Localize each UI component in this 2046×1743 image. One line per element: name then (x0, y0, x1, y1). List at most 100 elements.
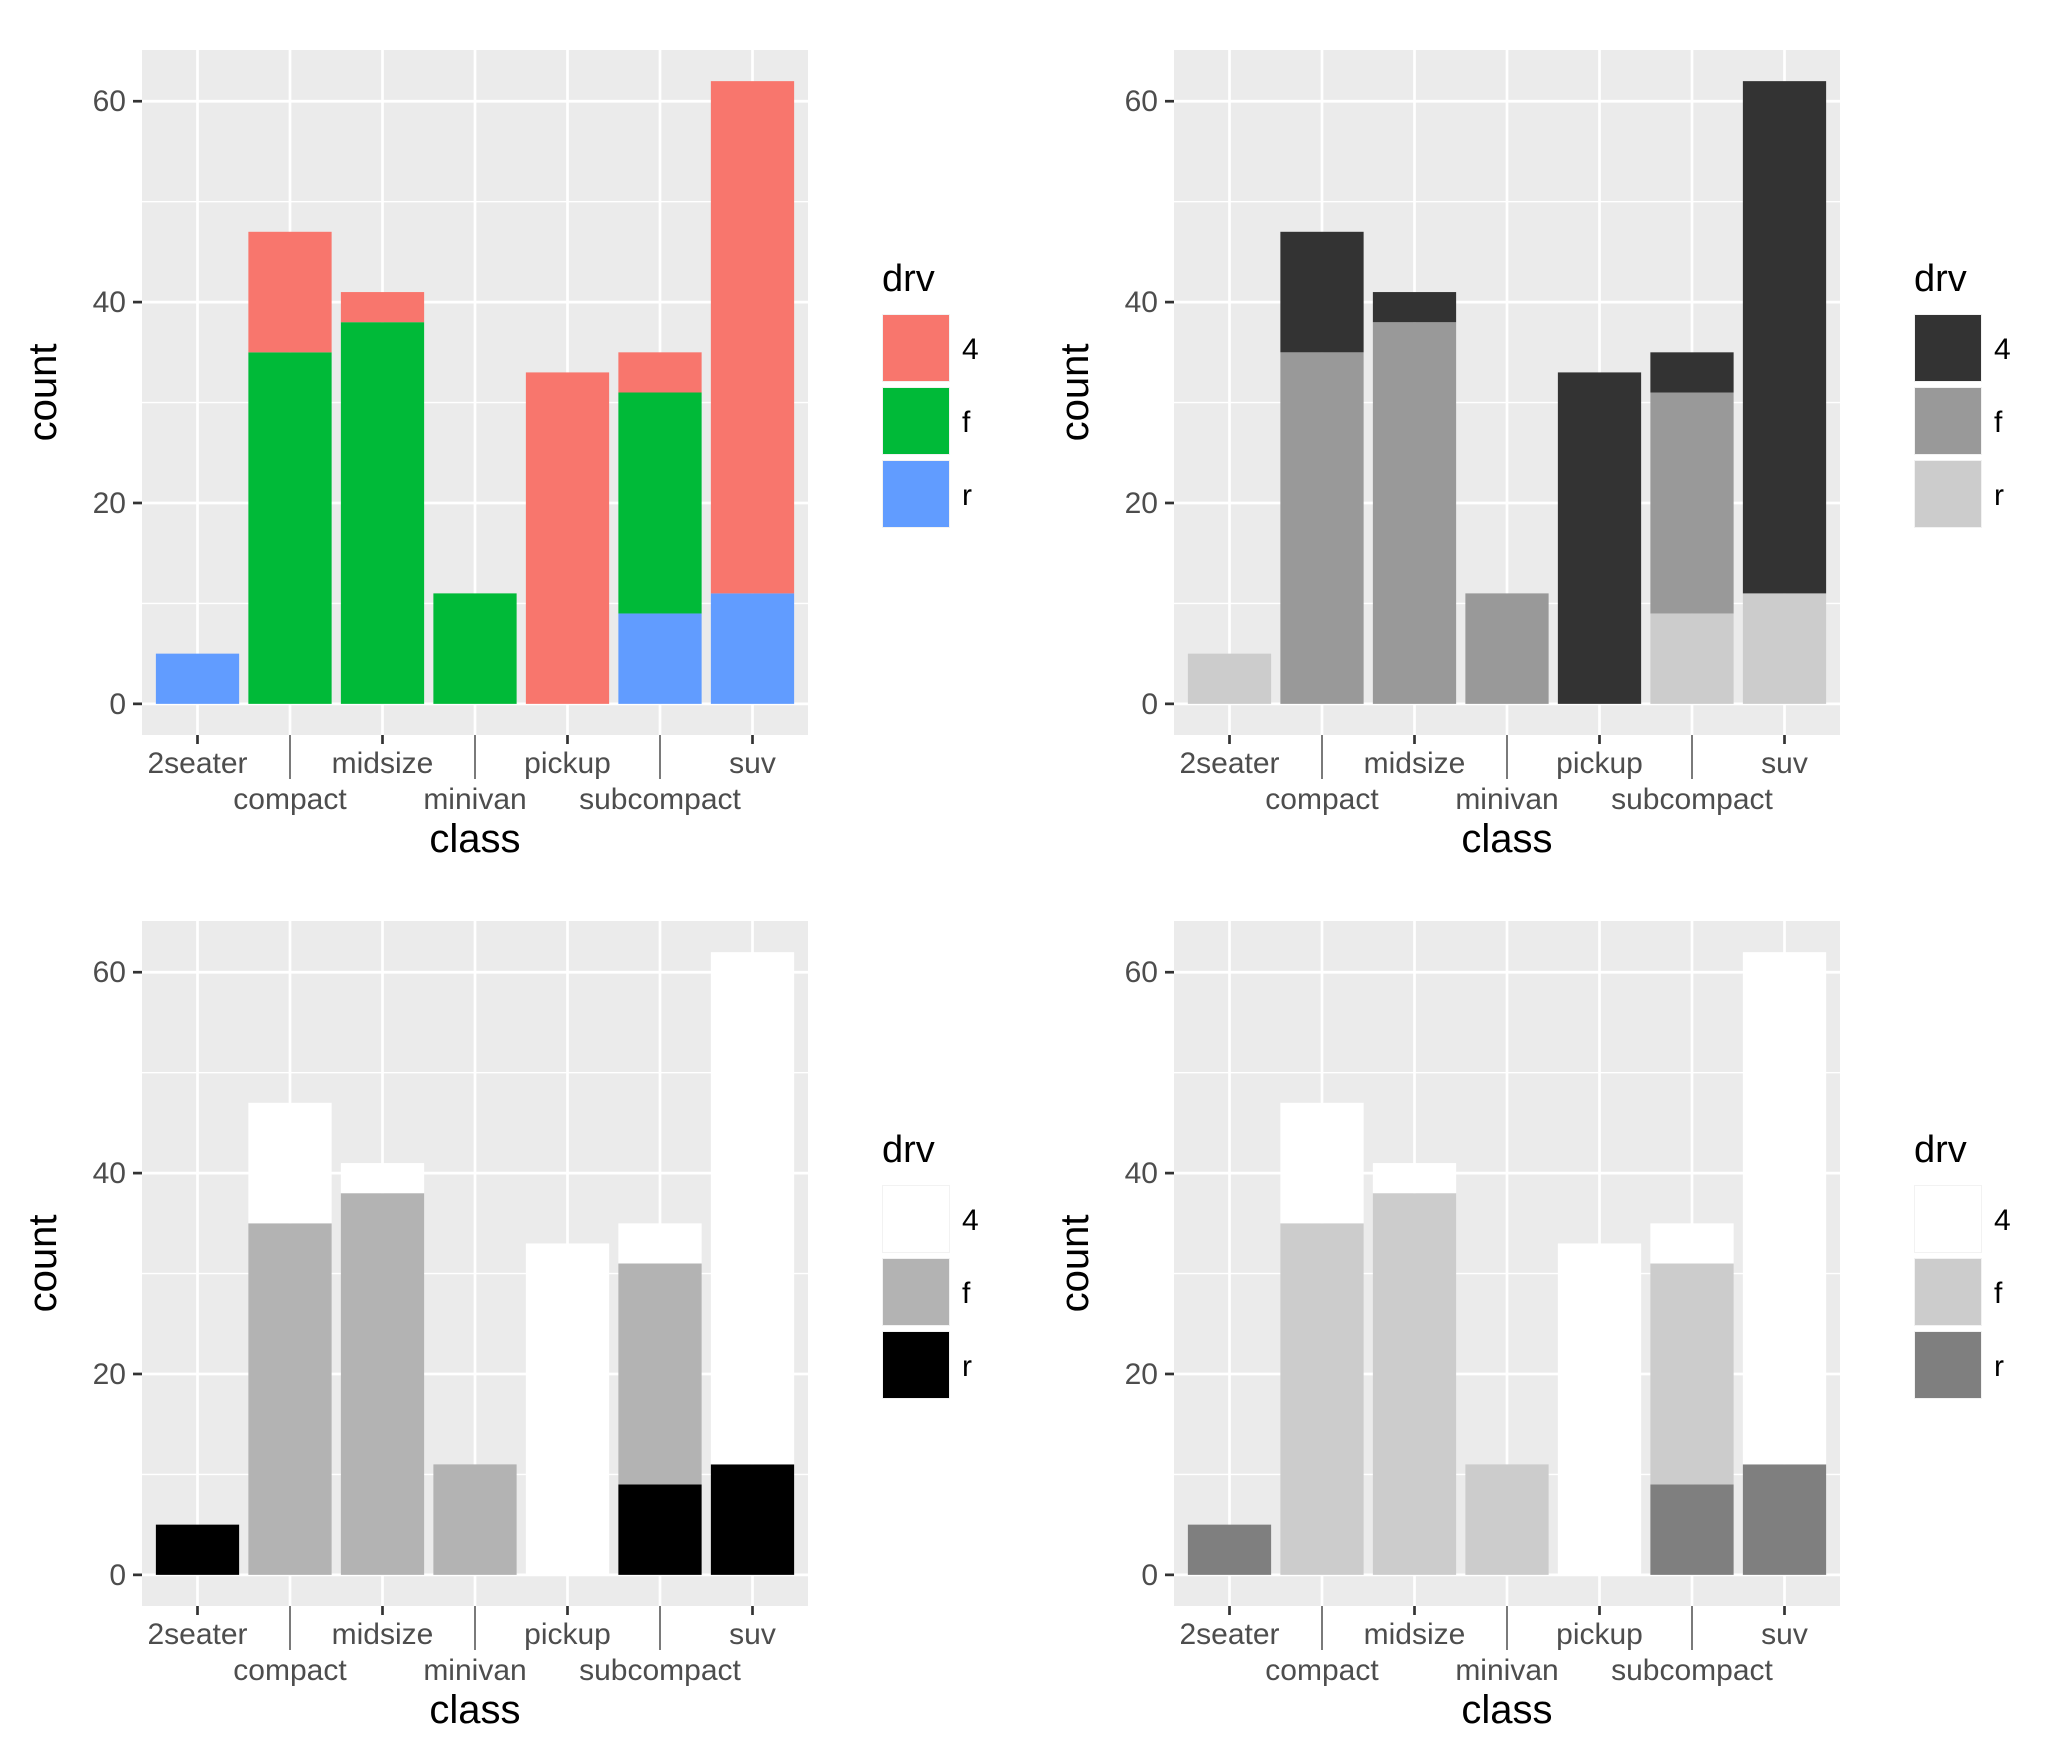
y-axis-title: count (1053, 1215, 1097, 1313)
legend-title: drv (1914, 258, 1967, 300)
y-tick-label: 40 (93, 1157, 126, 1190)
bar-suv-r (1742, 593, 1827, 704)
legend-title: drv (1914, 1129, 1967, 1171)
bar-compact-f (1280, 352, 1364, 704)
x-tick-label: suv (729, 1618, 776, 1651)
y-tick-label: 20 (1125, 1358, 1158, 1391)
bar-suv-r (1742, 1464, 1827, 1575)
bar-minivan-f (433, 593, 517, 704)
bar-midsize-f (1372, 322, 1457, 704)
legend-key-f (1915, 388, 1981, 454)
chart-panel: 0 20 40 60 2seatercompactmidsizeminivanpicku… (1053, 921, 2011, 1732)
bar-compact-f (248, 352, 332, 704)
x-tick-label: pickup (1556, 747, 1643, 780)
y-tick-label: 60 (1125, 85, 1158, 118)
bar-2seater-r (155, 653, 240, 704)
y-tick-label: 20 (93, 487, 126, 520)
x-axis-title: class (1461, 1688, 1552, 1732)
legend-label: 4 (1994, 333, 2011, 366)
y-tick-label: 60 (93, 956, 126, 989)
bar-midsize-f (340, 322, 425, 704)
bar-compact-4 (1280, 231, 1364, 353)
x-tick-label: suv (729, 747, 776, 780)
bar-midsize-f (1372, 1193, 1457, 1575)
bar-suv-r (710, 593, 795, 704)
legend-key-f (883, 388, 949, 454)
legend-key-4 (883, 315, 949, 381)
bar-subcompact-4 (618, 352, 702, 393)
bar-subcompact-r (1650, 1484, 1734, 1575)
bar-subcompact-f (1650, 1263, 1734, 1485)
y-tick-label: 0 (109, 1559, 126, 1592)
bar-suv-4 (710, 952, 795, 1465)
x-tick-label: pickup (524, 1618, 611, 1651)
x-axis-title: class (429, 817, 520, 861)
legend-title: drv (882, 1129, 935, 1171)
x-tick-label: compact (1265, 1654, 1379, 1687)
legend-key-f (883, 1259, 949, 1325)
bar-2seater-r (155, 1524, 240, 1575)
x-tick-label: subcompact (1611, 1654, 1773, 1687)
x-tick-label: minivan (423, 1654, 526, 1687)
y-axis-title: count (1053, 344, 1097, 442)
chart-panel: 0 20 40 60 2seatercompactmidsizeminivanpicku… (21, 50, 979, 861)
bar-midsize-4 (340, 1163, 425, 1194)
y-tick-label: 20 (93, 1358, 126, 1391)
bar-subcompact-r (618, 1484, 702, 1575)
legend-title: drv (882, 258, 935, 300)
x-axis-title: class (429, 1688, 520, 1732)
y-tick-label: 0 (1141, 1559, 1158, 1592)
chart-panel: 0 20 40 60 2seatercompactmidsizeminivanpicku… (21, 921, 979, 1732)
y-tick-label: 0 (109, 688, 126, 721)
bar-subcompact-r (618, 613, 702, 704)
x-tick-label: subcompact (579, 783, 741, 816)
x-tick-label: midsize (332, 747, 434, 780)
bar-suv-r (710, 1464, 795, 1575)
legend-label: f (1994, 406, 2003, 439)
bar-compact-4 (248, 1102, 332, 1224)
bar-subcompact-r (1650, 613, 1734, 704)
x-tick-label: pickup (1556, 1618, 1643, 1651)
x-tick-label: subcompact (1611, 783, 1773, 816)
legend-label: f (962, 406, 971, 439)
legend-key-4 (1915, 315, 1981, 381)
x-tick-label: subcompact (579, 1654, 741, 1687)
x-tick-label: midsize (1364, 747, 1466, 780)
bar-midsize-f (340, 1193, 425, 1575)
bar-suv-4 (710, 81, 795, 594)
y-tick-label: 0 (1141, 688, 1158, 721)
y-tick-label: 40 (1125, 286, 1158, 319)
bar-midsize-4 (1372, 292, 1457, 323)
legend-label: r (962, 1350, 972, 1383)
bar-compact-f (248, 1223, 332, 1575)
legend-key-r (1915, 461, 1981, 527)
bar-suv-4 (1742, 81, 1827, 594)
bar-minivan-f (1465, 1464, 1549, 1575)
legend-label: f (1994, 1277, 2003, 1310)
y-axis-title: count (21, 1215, 65, 1313)
x-tick-label: midsize (1364, 1618, 1466, 1651)
bar-pickup-4 (1557, 1243, 1642, 1575)
legend-label: r (1994, 1350, 2004, 1383)
x-tick-label: suv (1761, 1618, 1808, 1651)
legend-label: r (962, 479, 972, 512)
x-tick-label: 2seater (1179, 747, 1279, 780)
x-tick-label: minivan (1455, 1654, 1558, 1687)
bar-pickup-4 (1557, 372, 1642, 704)
bar-midsize-4 (1372, 1163, 1457, 1194)
bar-compact-4 (1280, 1102, 1364, 1224)
legend-key-f (1915, 1259, 1981, 1325)
x-tick-label: compact (233, 1654, 347, 1687)
y-tick-label: 20 (1125, 487, 1158, 520)
bar-minivan-f (1465, 593, 1549, 704)
x-tick-label: compact (233, 783, 347, 816)
x-tick-label: 2seater (147, 1618, 247, 1651)
x-axis-title: class (1461, 817, 1552, 861)
x-tick-label: suv (1761, 747, 1808, 780)
x-tick-label: 2seater (147, 747, 247, 780)
bar-midsize-4 (340, 292, 425, 323)
y-axis-title: count (21, 344, 65, 442)
y-tick-label: 60 (93, 85, 126, 118)
bar-2seater-r (1187, 1524, 1272, 1575)
